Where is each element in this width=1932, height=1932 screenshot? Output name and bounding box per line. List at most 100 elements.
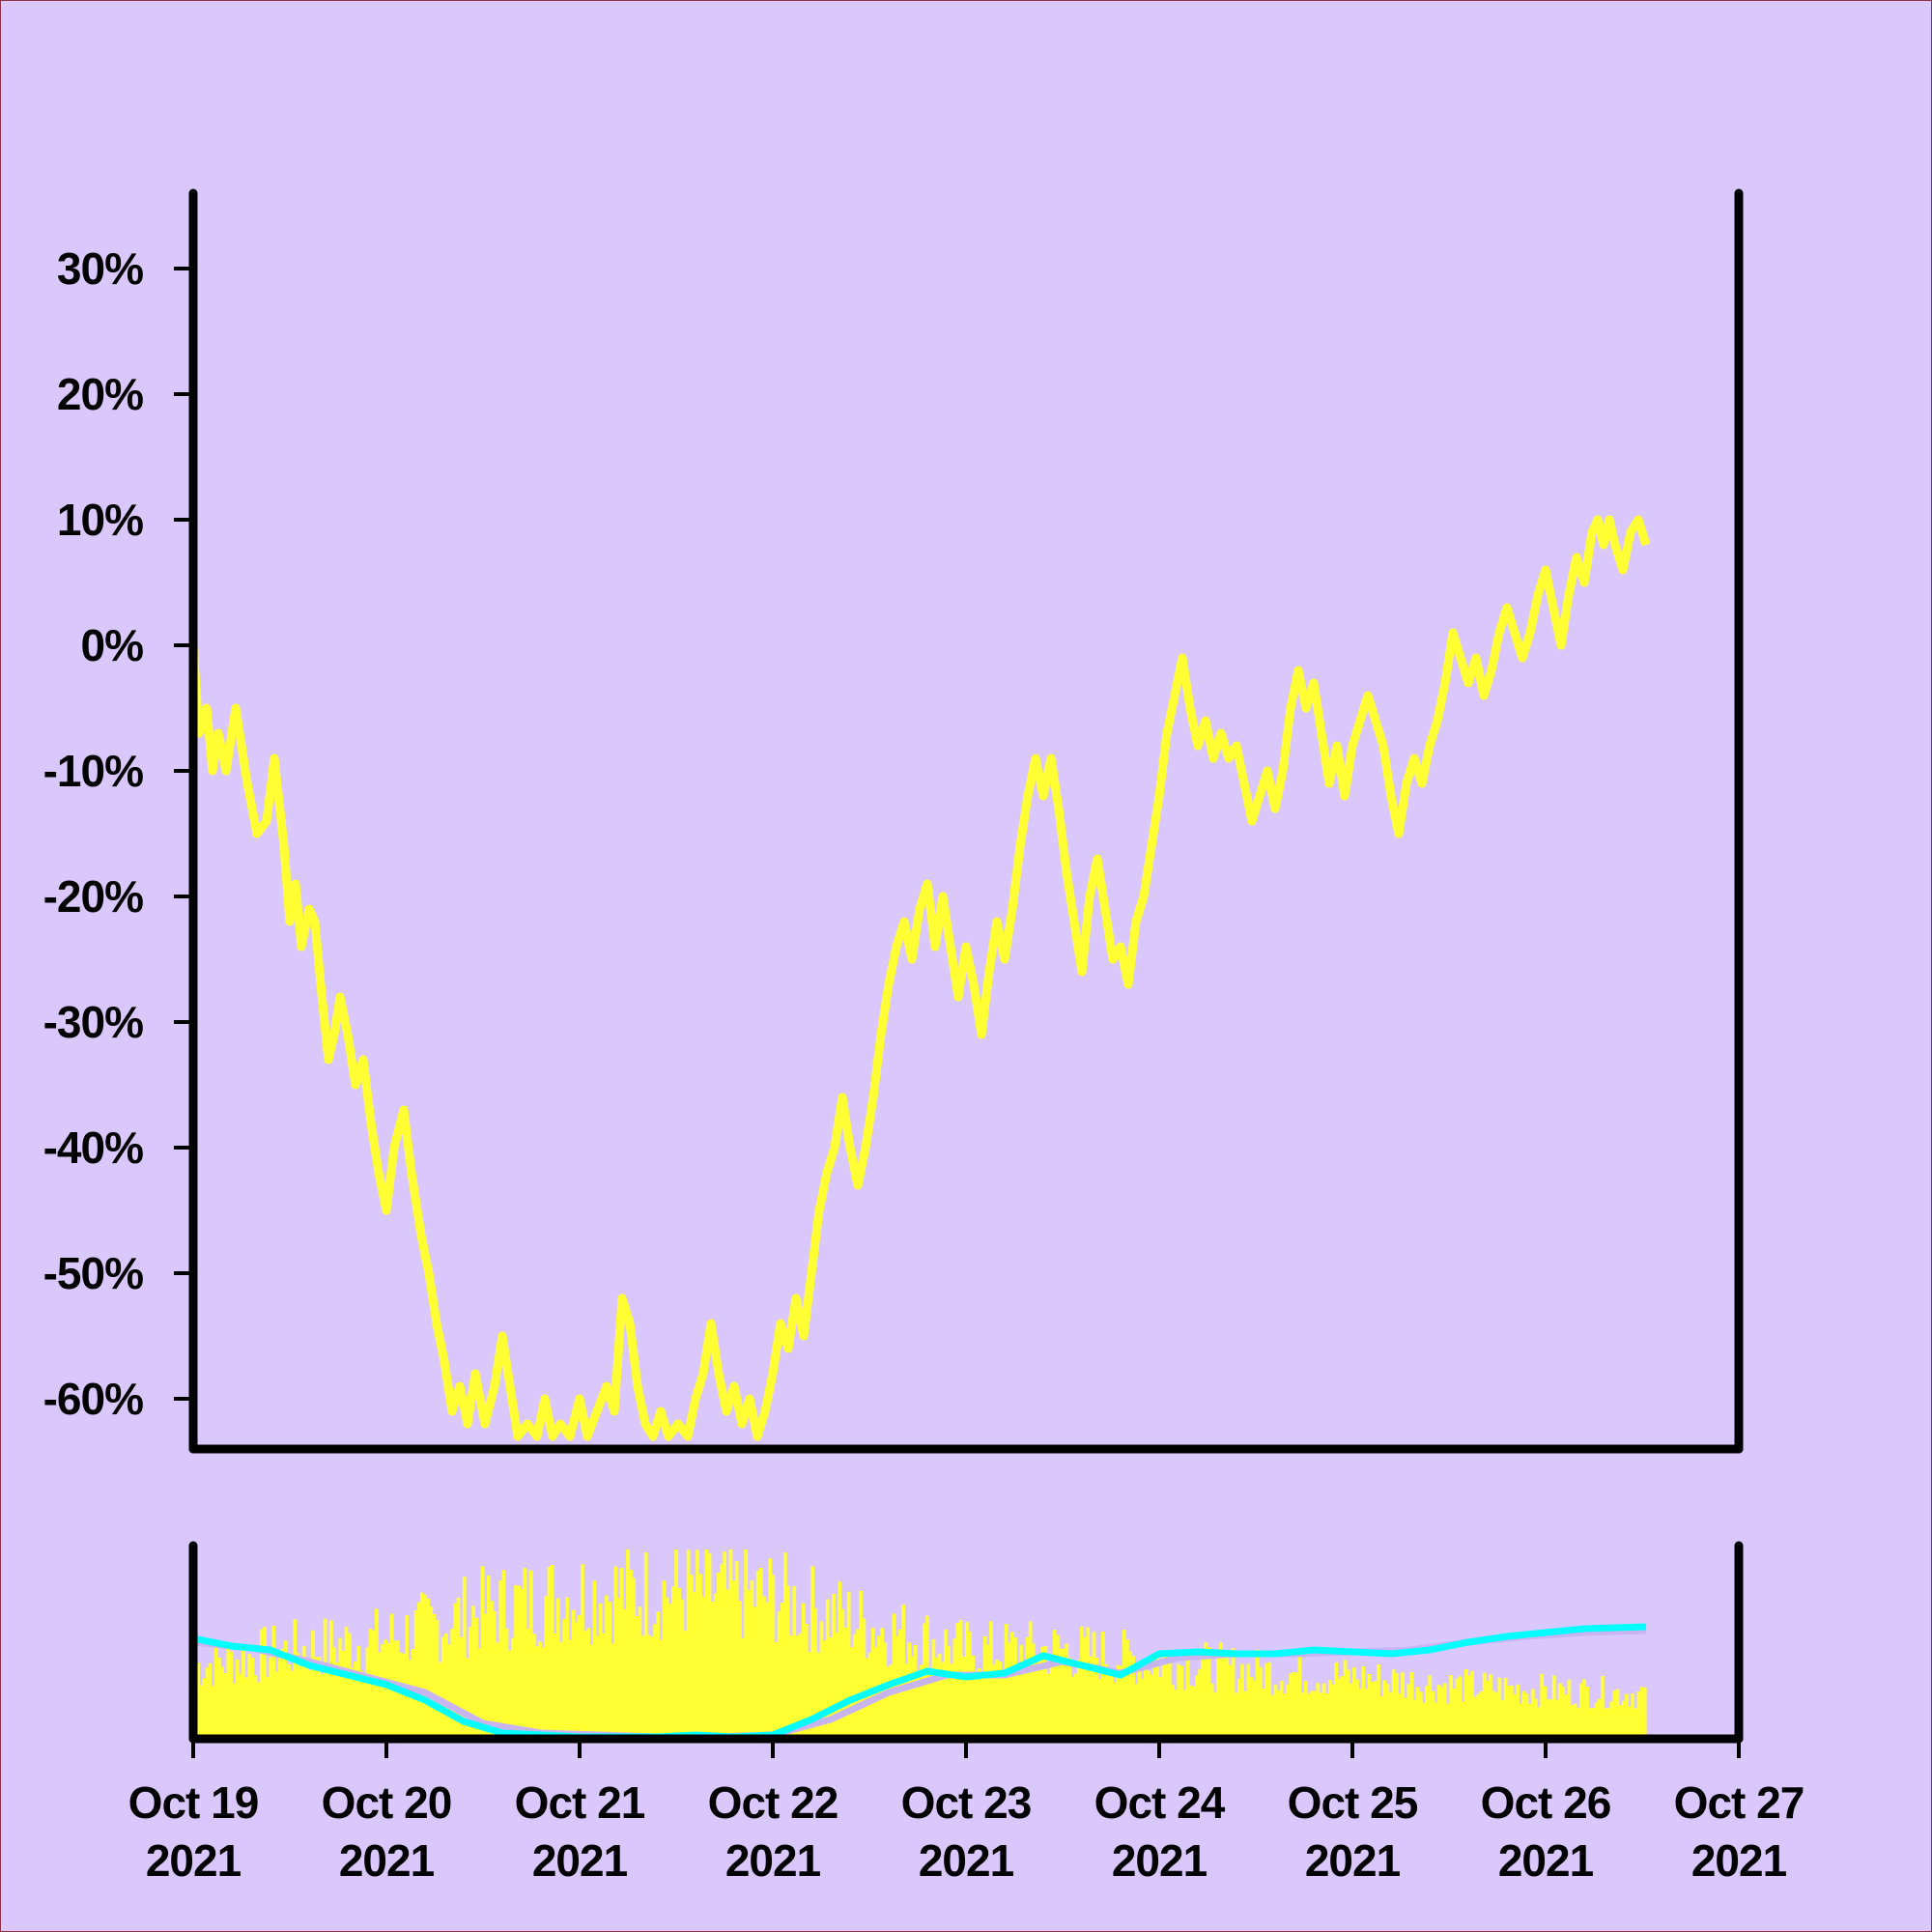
volume-bar (998, 1661, 1003, 1739)
volume-bar (937, 1653, 942, 1739)
volume-bar (1361, 1666, 1366, 1739)
volume-bar (985, 1644, 990, 1739)
volume-bar (1564, 1694, 1569, 1739)
volume-bar (1551, 1675, 1556, 1739)
volume-bar (408, 1660, 412, 1739)
volume-bar (1110, 1670, 1115, 1739)
volume-bar (354, 1662, 357, 1739)
volume-bar (977, 1668, 981, 1739)
volume-bar (284, 1640, 288, 1739)
volume-bar (1558, 1683, 1562, 1739)
volume-bar (1406, 1684, 1411, 1739)
volume-bar (992, 1663, 996, 1739)
volume-bar (1567, 1679, 1572, 1739)
volume-bar (413, 1610, 418, 1739)
x-tick-label-year: 2021 (1498, 1835, 1594, 1886)
volume-bar (1122, 1630, 1126, 1739)
volume-bar (1409, 1672, 1414, 1739)
volume-bar (1101, 1632, 1105, 1739)
volume-bar (1324, 1693, 1329, 1739)
volume-bar (1434, 1702, 1438, 1739)
volume-bar (1370, 1682, 1375, 1739)
volume-bar (1258, 1666, 1263, 1739)
volume-bar (1485, 1680, 1490, 1739)
volume-bar (1621, 1700, 1626, 1739)
y-tick-label: -40% (43, 1122, 143, 1173)
volume-bar (865, 1658, 869, 1739)
volume-bar (259, 1629, 264, 1739)
volume-bar (1222, 1650, 1227, 1739)
volume-bar (375, 1608, 379, 1739)
volume-bar (347, 1633, 352, 1739)
volume-bar (323, 1618, 327, 1739)
volume-bar (1594, 1702, 1599, 1739)
volume-bar (668, 1604, 672, 1739)
volume-bar (650, 1636, 654, 1739)
volume-bar (480, 1566, 485, 1739)
volume-bar (1374, 1681, 1378, 1739)
volume-bar (698, 1574, 702, 1739)
volume-bar (1207, 1647, 1211, 1739)
x-tick-label-date: Oct 26 (1481, 1777, 1611, 1828)
volume-bar (523, 1568, 527, 1739)
volume-bar (1618, 1705, 1623, 1739)
volume-bar (1086, 1627, 1091, 1739)
volume-bar (1270, 1694, 1275, 1739)
volume-bar (274, 1671, 279, 1739)
volume-bar (1209, 1683, 1214, 1739)
volume-bar (1179, 1665, 1184, 1739)
volume-bar (944, 1629, 948, 1739)
volume-bar (632, 1577, 637, 1739)
volume-bar (768, 1558, 773, 1739)
volume-bar (466, 1658, 469, 1739)
x-tick-label-date: Oct 23 (901, 1777, 1032, 1828)
volume-bar (1367, 1673, 1372, 1739)
volume-bar (1249, 1676, 1254, 1739)
volume-bar (904, 1663, 909, 1739)
volume-bar (1158, 1677, 1163, 1739)
volume-bar (1321, 1683, 1326, 1739)
volume-bar (704, 1549, 709, 1739)
volume-bar (931, 1638, 936, 1739)
volume-bar (1028, 1621, 1033, 1739)
volume-bar (1412, 1699, 1417, 1739)
volume-bar (974, 1676, 979, 1739)
volume-bar (1555, 1699, 1559, 1739)
x-tick-label-year: 2021 (146, 1835, 242, 1886)
volume-bar (1428, 1675, 1433, 1739)
volume-bar (753, 1606, 757, 1739)
volume-bar (1513, 1693, 1517, 1739)
volume-bar (1527, 1703, 1532, 1739)
volume-bar (1070, 1676, 1075, 1739)
volume-bar (674, 1549, 678, 1739)
volume-bar (995, 1659, 1000, 1739)
volume-bar (1016, 1663, 1020, 1739)
volume-bar (723, 1551, 727, 1739)
volume-bar (1415, 1687, 1420, 1739)
volume-bar (1013, 1636, 1017, 1739)
volume-bar (559, 1641, 563, 1739)
volume-bar (1328, 1680, 1332, 1739)
y-tick-label: -60% (43, 1374, 143, 1424)
volume-bar (1019, 1644, 1024, 1739)
volume-bar (269, 1657, 273, 1739)
volume-bar (1497, 1677, 1502, 1739)
volume-bar (1458, 1676, 1463, 1739)
volume-bar (795, 1635, 800, 1739)
volume-bar (856, 1629, 860, 1739)
volume-bar (1237, 1678, 1241, 1739)
volume-bar (1300, 1692, 1305, 1739)
volume-bar (680, 1599, 685, 1739)
volume-bar (304, 1659, 309, 1739)
volume-bar (640, 1635, 645, 1739)
volume-bar (1128, 1651, 1132, 1739)
volume-bar (1125, 1639, 1129, 1739)
volume-bar (320, 1673, 325, 1739)
volume-bar (335, 1662, 339, 1739)
volume-bar (783, 1552, 787, 1739)
volume-bar (813, 1607, 818, 1739)
volume-bar (1377, 1663, 1380, 1739)
volume-bar (1107, 1670, 1111, 1739)
volume-bar (314, 1657, 319, 1739)
